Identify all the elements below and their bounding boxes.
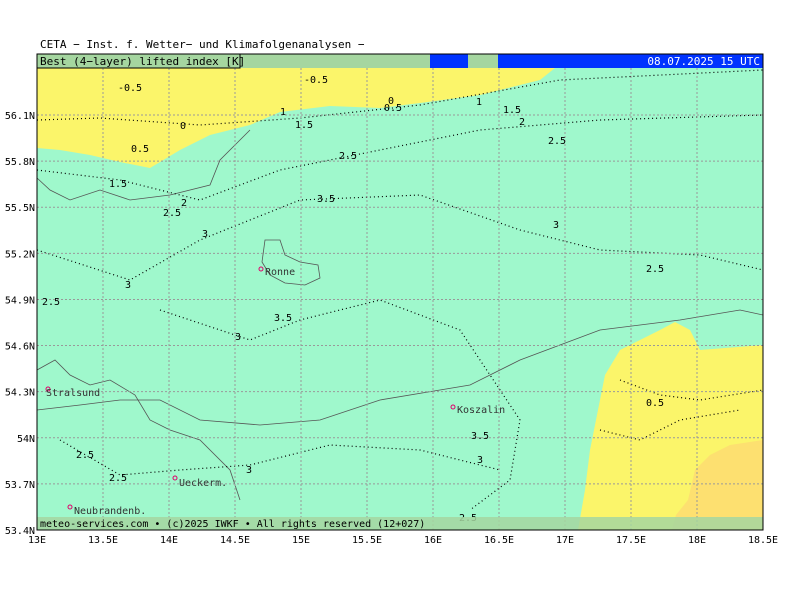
lon-label: 15.5E (352, 535, 382, 546)
orange-region (672, 440, 763, 530)
contour-label: 3 (477, 455, 483, 466)
city-marker (45, 386, 51, 392)
city-marker (67, 504, 73, 510)
contour-label: 2 (519, 117, 525, 128)
lon-label: 16E (424, 535, 442, 546)
contour-label: 0.5 (131, 144, 149, 155)
footer-bar: meteo-services.com • (c)2025 IWKF • All … (37, 517, 763, 530)
lon-label: 18.5E (748, 535, 778, 546)
contour-label: 1 (476, 97, 482, 108)
contour-label: 3 (125, 280, 131, 291)
contour-label: 0.5 (646, 398, 664, 409)
contour-label: -0.5 (304, 75, 328, 86)
contour-label: 2.5 (109, 473, 127, 484)
contour-label: 0.5 (384, 103, 402, 114)
city-label: Koszalin (457, 405, 505, 416)
lon-label: 13E (28, 535, 46, 546)
contour-label: 3 (202, 229, 208, 240)
contour-label: 2.5 (339, 151, 357, 162)
contour-lines (36, 69, 764, 511)
lat-label: 54.6N (5, 342, 35, 353)
map-frame (36, 53, 764, 531)
city-label: Ronne (265, 267, 295, 278)
lon-label: 16.5E (484, 535, 514, 546)
header-title: CETA − Inst. f. Wetter− und Klimafolgena… (40, 38, 365, 51)
map-area: -0.5-0.5000.50.5111.51.522.52.51.522.53.… (36, 68, 764, 531)
contour-label: 2 (181, 198, 187, 209)
city-marker (172, 475, 178, 481)
city-marker (258, 266, 264, 272)
contour-label: 3.5 (274, 313, 292, 324)
contour-label: 3 (235, 332, 241, 343)
contour-label: 3.5 (471, 431, 489, 442)
contour-label: 3.5 (317, 194, 335, 205)
contour-label: 2.5 (548, 136, 566, 147)
contour-label-group: -0.5-0.5000.50.5111.51.522.52.51.522.53.… (42, 75, 664, 524)
contour-label: 2.5 (163, 208, 181, 219)
city-group: Ronne Stralsund Koszalin Ueckerm. Neubranden… (45, 266, 505, 517)
lon-label: 14.5E (220, 535, 250, 546)
contour-label: 1 (280, 107, 286, 118)
city-label: Neubrandenb. (74, 506, 146, 517)
lon-label: 14E (160, 535, 178, 546)
coastlines (36, 129, 764, 501)
lat-label: 55.2N (5, 249, 35, 260)
lon-label: 17.5E (616, 535, 646, 546)
header-bar: Best (4−layer) lifted index [K] 08.07.20… (36, 53, 763, 69)
lat-label: 55.5N (5, 203, 35, 214)
contour-label: -0.5 (118, 83, 142, 94)
axes: 56.1N 55.8N 55.5N 55.2N 54.9N 54.6N 54.3N 54N 53… (5, 111, 778, 546)
contour-label: 2.5 (646, 264, 664, 275)
contour-label: 2.5 (42, 297, 60, 308)
lat-label: 55.8N (5, 157, 35, 168)
contour-label: 0 (180, 121, 186, 132)
lat-label: 54.9N (5, 295, 35, 306)
yellow-region (37, 68, 555, 168)
field-name: Best (4−layer) lifted index [K] (40, 55, 245, 68)
city-label: Ueckerm. (179, 478, 227, 489)
contour-label: 2.5 (76, 450, 94, 461)
contour-label: 3 (246, 465, 252, 476)
lat-label: 56.1N (5, 111, 35, 122)
contour-label: 1.5 (503, 105, 521, 116)
contour-label: 1.5 (295, 120, 313, 131)
lon-label: 17E (556, 535, 574, 546)
lon-label: 15E (292, 535, 310, 546)
contour-label: 1.5 (109, 179, 127, 190)
lon-label: 13.5E (88, 535, 118, 546)
lon-label: 18E (688, 535, 706, 546)
lat-label: 53.4N (5, 526, 35, 537)
grid (36, 68, 764, 531)
lat-label: 54N (17, 434, 35, 445)
city-label: Stralsund (46, 388, 100, 399)
city-marker (450, 404, 456, 410)
lat-label: 54.3N (5, 388, 35, 399)
contour-label: 3 (553, 220, 559, 231)
footer-text: meteo-services.com • (c)2025 IWKF • All … (40, 519, 425, 530)
contour-label: 0 (388, 96, 394, 107)
lat-label: 53.7N (5, 480, 35, 491)
valid-time: 08.07.2025 15 UTC (647, 55, 760, 68)
